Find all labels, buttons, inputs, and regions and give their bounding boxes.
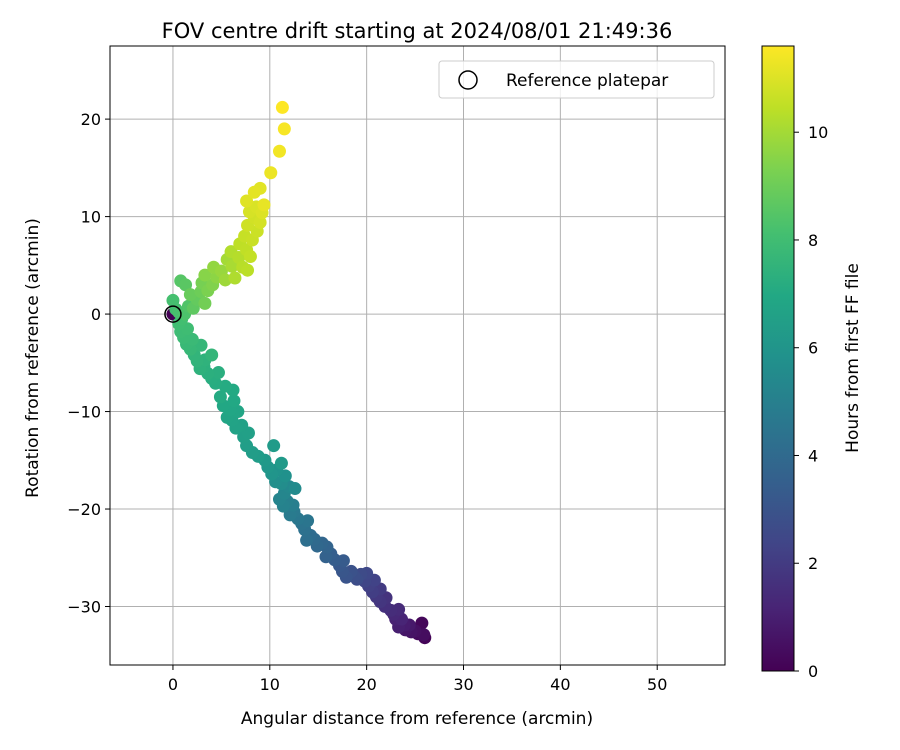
data-point (253, 215, 267, 229)
data-point (241, 263, 255, 277)
data-point (301, 514, 315, 528)
data-point (213, 390, 227, 404)
legend-frame (438, 60, 715, 99)
data-point (205, 348, 219, 362)
colorbar-tick-label: 4 (808, 446, 818, 465)
x-tick-label: 50 (647, 675, 667, 694)
colorbar-ticks: 0 2 4 6 8 10 (794, 123, 828, 681)
y-tick-label: 20 (81, 110, 101, 129)
colorbar-label: Hours from first FF file (843, 263, 863, 453)
x-tick-label: 0 (168, 675, 178, 694)
data-point (288, 482, 302, 496)
data-point (243, 250, 257, 264)
data-point (240, 194, 254, 208)
y-tick-label: −20 (67, 500, 101, 519)
x-tick-label: 10 (260, 675, 280, 694)
x-axis-label: Angular distance from reference (arcmin) (241, 709, 593, 729)
colorbar-tick-label: 6 (808, 339, 818, 358)
x-tick-label: 30 (453, 675, 473, 694)
data-point (277, 122, 291, 136)
data-point (183, 288, 197, 302)
chart-title: FOV centre drift starting at 2024/08/01 … (162, 19, 673, 43)
data-point (272, 144, 286, 158)
grid-lines (110, 46, 725, 665)
y-tick-label: −30 (67, 598, 101, 617)
data-point (166, 293, 180, 307)
legend: Reference platepar (438, 60, 715, 99)
colorbar-tick-label: 2 (808, 554, 818, 573)
data-points (166, 100, 432, 645)
data-point (211, 366, 225, 380)
data-point (228, 271, 242, 285)
data-point (227, 394, 241, 408)
legend-entry-reference: Reference platepar (506, 71, 668, 91)
reference-platepar-marker (164, 305, 182, 323)
x-axis-ticks: 0 10 20 30 40 50 (168, 665, 667, 694)
data-point (283, 508, 297, 522)
data-point (264, 166, 278, 180)
data-point (179, 278, 193, 292)
data-point (198, 268, 212, 282)
x-tick-label: 40 (550, 675, 570, 694)
data-point (319, 550, 333, 564)
legend-marker-icon (458, 70, 478, 90)
y-axis-label: Rotation from reference (arcmin) (23, 218, 43, 498)
data-point (267, 439, 281, 453)
x-tick-label: 20 (356, 675, 376, 694)
colorbar-tick-label: 0 (808, 662, 818, 681)
colorbar-tick-label: 10 (808, 123, 828, 142)
y-tick-label: 0 (91, 305, 101, 324)
data-point (218, 273, 232, 287)
y-tick-label: 10 (81, 208, 101, 227)
data-point (198, 296, 212, 310)
colorbar (761, 45, 795, 672)
data-point (257, 198, 271, 212)
data-point (274, 456, 288, 470)
data-point (247, 185, 261, 199)
y-axis-ticks: −30 −20 −10 0 10 20 (67, 110, 110, 617)
data-point (225, 259, 239, 273)
data-point (300, 533, 314, 547)
colorbar-tick-label: 8 (808, 231, 818, 250)
y-tick-label: −10 (67, 403, 101, 422)
data-point (275, 100, 289, 114)
plot-frame (109, 45, 726, 666)
